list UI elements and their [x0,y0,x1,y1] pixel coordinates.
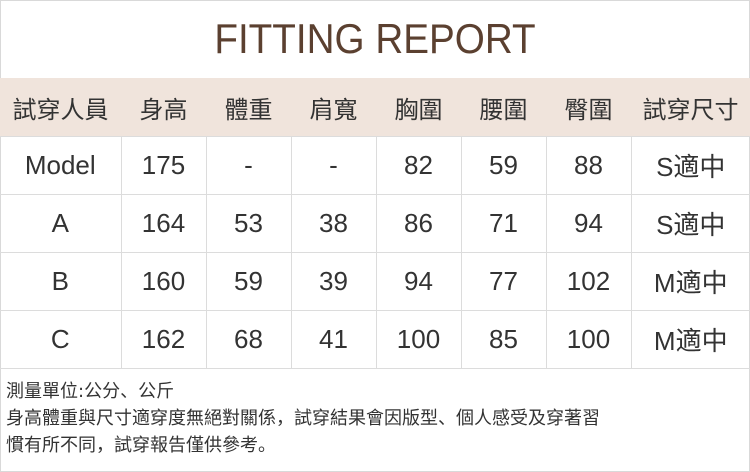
table-row: Model 175- -82 59 88 S適中 [0,136,750,195]
table-cell: Model [0,136,122,195]
table-cell: 102 [545,252,632,311]
table-cell: 94 [375,252,462,311]
table-cell: 160 [120,252,207,311]
column-header: 肩寬 [291,78,376,137]
table-cell: 88 [545,136,632,195]
table-cell: 41 [290,310,377,369]
table-cell: 175 [120,136,207,195]
page-title: FITTING REPORT [214,15,536,62]
table-cell: 94 [545,194,632,253]
table-cell: M適中 [630,252,750,311]
disclaimer-line-1: 身高體重與尺寸適穿度無絕對關係，試穿結果會因版型、個人感受及穿著習 [6,408,600,429]
table-row: C 162 68 41 100 85 100 M適中 [0,310,750,369]
column-header: 腰圍 [461,78,546,137]
table-cell: 39 [290,252,377,311]
table-cell: 68 [205,310,292,369]
fitting-table: 試穿人員 身高 體重 肩寬 胸圍 腰圍 臀圍 試穿尺寸 Model 175- -82 59 88 S適中… [0,78,750,369]
table-header-row: 試穿人員 身高 體重 肩寬 胸圍 腰圍 臀圍 試穿尺寸 [0,78,750,137]
disclaimer-line-2: 慣有所不同，試穿報告僅供參考。 [6,435,276,456]
column-header: 臀圍 [546,78,631,137]
table-cell: - [290,136,377,195]
table-cell: - [205,136,292,195]
table-cell: 162 [120,310,207,369]
table-cell: 164 [120,194,207,253]
table-cell: 71 [460,194,547,253]
table-cell: S適中 [630,194,750,253]
table-cell: 82 [375,136,462,195]
table-cell: B [0,252,122,311]
column-header: 試穿尺寸 [631,78,750,137]
table-cell: 86 [375,194,462,253]
table-cell: 77 [460,252,547,311]
column-header: 試穿人員 [0,78,121,137]
table-cell: 38 [290,194,377,253]
table-row: B 160 59 39 94 77 102 M適中 [0,252,750,311]
table-cell: A [0,194,122,253]
table-cell: 59 [205,252,292,311]
table-cell: C [0,310,122,369]
table-cell: 53 [205,194,292,253]
unit-note: 測量單位:公分、公斤 [6,381,175,402]
table-cell: S適中 [630,136,750,195]
table-cell: 100 [375,310,462,369]
table-cell: 100 [545,310,632,369]
table-cell: 85 [460,310,547,369]
table-cell: 59 [460,136,547,195]
column-header: 胸圍 [376,78,461,137]
column-header: 體重 [206,78,291,137]
notes: 測量單位:公分、公斤 身高體重與尺寸適穿度無絕對關係，試穿結果會因版型、個人感受… [6,378,600,459]
table-cell: M適中 [630,310,750,369]
table-row: A 164 53 38 86 71 94 S適中 [0,194,750,253]
column-header: 身高 [121,78,206,137]
